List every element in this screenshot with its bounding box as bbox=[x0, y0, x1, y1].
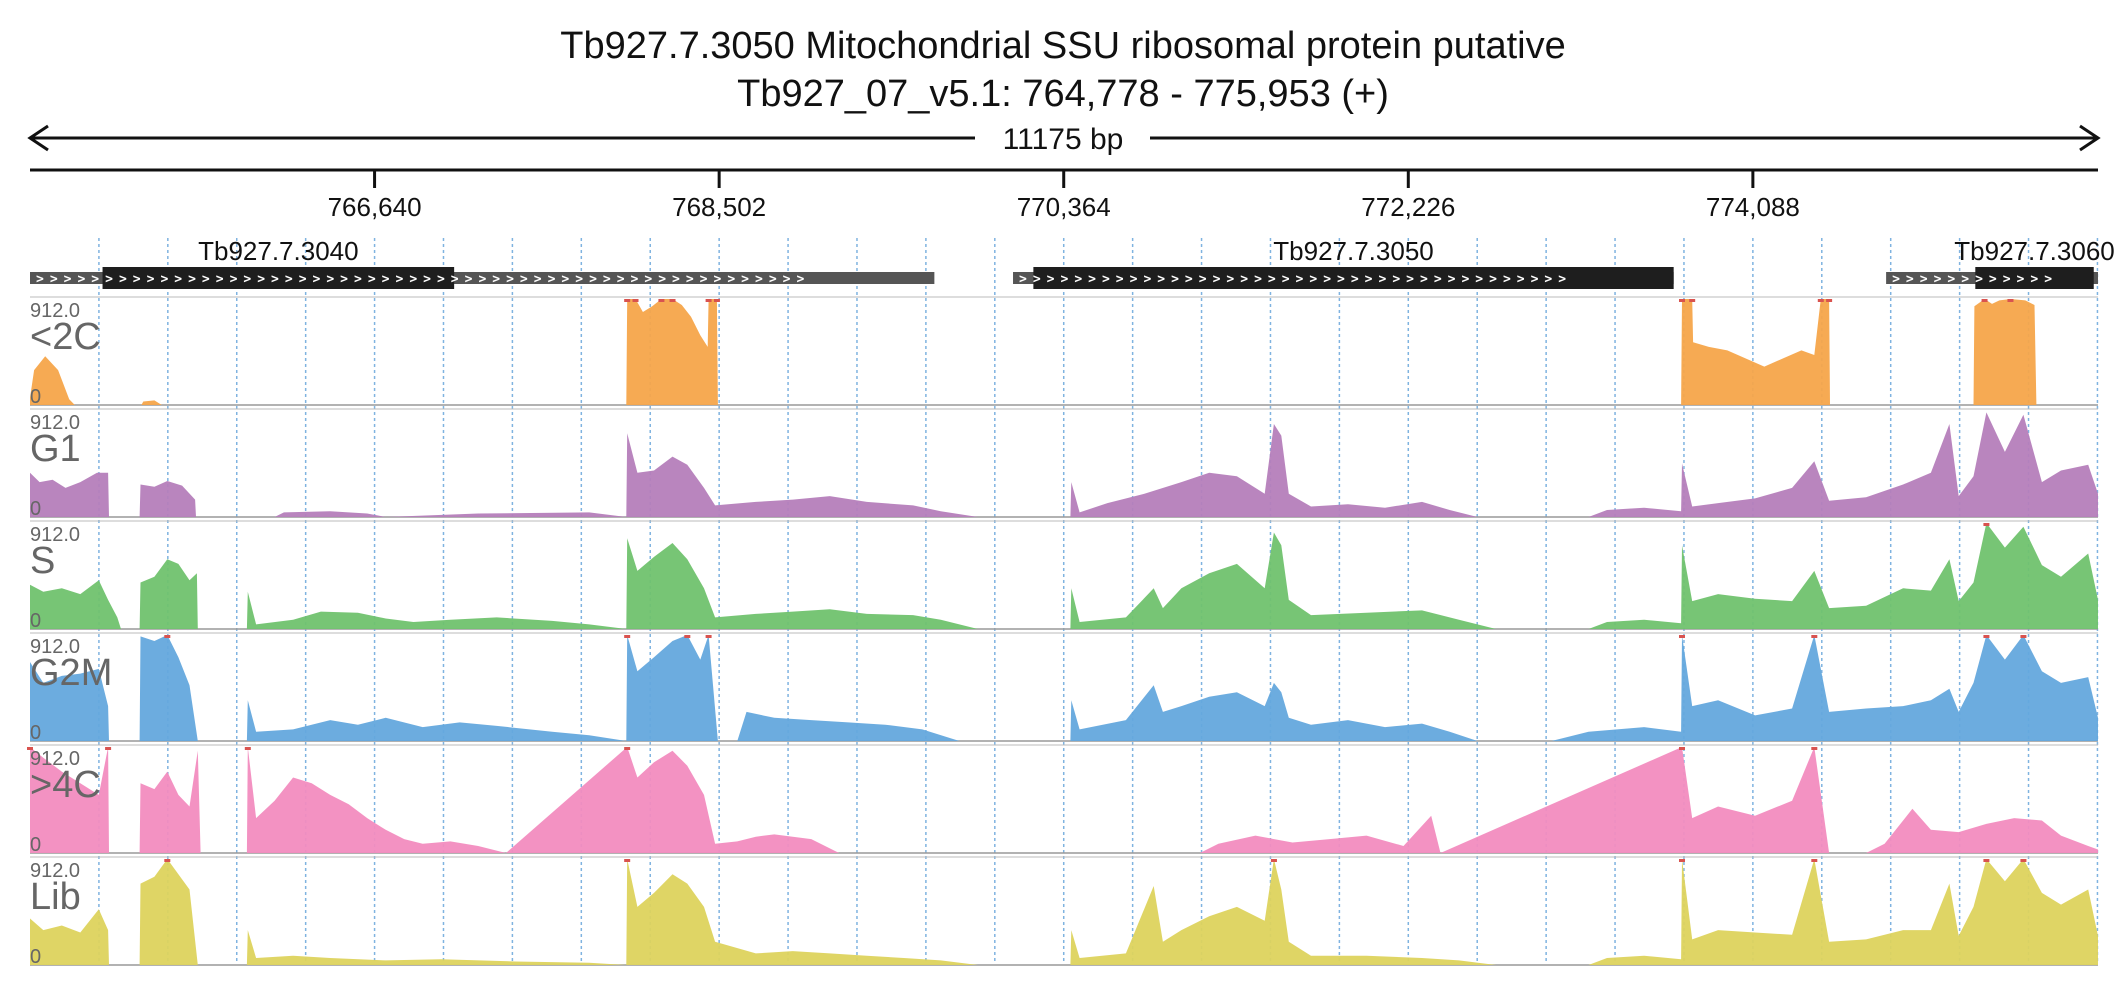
track-max-label: 912.0 bbox=[30, 748, 80, 770]
x-tick-label: 766,640 bbox=[328, 192, 422, 222]
clip-marker bbox=[1689, 299, 1696, 302]
clip-marker bbox=[705, 299, 712, 302]
track-min-label: 0 bbox=[30, 610, 41, 632]
clip-marker bbox=[2020, 635, 2027, 638]
clip-marker bbox=[1678, 859, 1685, 862]
coverage-area bbox=[30, 412, 2098, 517]
track-max-label: 912.0 bbox=[30, 860, 80, 882]
strand-chevrons: >>>>>>>>>>>>>>>>>>>>>>>>>>>>>>>>>>>>>>>> bbox=[1019, 272, 1572, 287]
clip-marker bbox=[1826, 299, 1833, 302]
coverage-area bbox=[30, 635, 2098, 741]
clip-marker bbox=[684, 635, 691, 638]
clip-marker bbox=[105, 747, 112, 750]
gene-cds-bar bbox=[102, 267, 455, 289]
clip-marker bbox=[624, 635, 631, 638]
clip-marker bbox=[1981, 299, 1988, 302]
clip-marker bbox=[2007, 299, 2014, 302]
track-min-label: 0 bbox=[30, 722, 41, 744]
clip-marker bbox=[244, 747, 251, 750]
clip-marker bbox=[1983, 523, 1990, 526]
track-name: G1 bbox=[30, 428, 81, 470]
clip-marker bbox=[1678, 299, 1685, 302]
x-tick-label: 772,226 bbox=[1361, 192, 1455, 222]
track-name: >4C bbox=[30, 764, 101, 806]
clip-marker bbox=[669, 299, 676, 302]
gene-Tb927.7.3050[interactable]: >>>>>>>>>>>>>>>>>>>>>>>>>>>>>>>>>>>>>>>>… bbox=[1013, 236, 1674, 289]
clip-marker bbox=[624, 299, 631, 302]
clip-marker bbox=[632, 299, 639, 302]
track-max-label: 912.0 bbox=[30, 300, 80, 322]
clip-marker bbox=[1983, 859, 1990, 862]
clip-marker bbox=[1811, 747, 1818, 750]
clip-marker bbox=[2020, 859, 2027, 862]
clip-marker bbox=[658, 299, 665, 302]
gene-label: Tb927.7.3040 bbox=[198, 236, 358, 266]
strand-chevrons: >>>>>>>>>>>>>>>>>>>>>>>>>>>>>>>>>>>>>>>>… bbox=[36, 272, 810, 287]
x-tick-label: 770,364 bbox=[1017, 192, 1111, 222]
clip-marker bbox=[713, 299, 720, 302]
clip-marker bbox=[1983, 635, 1990, 638]
track-min-label: 0 bbox=[30, 834, 41, 856]
gene-label: Tb927.7.3050 bbox=[1273, 236, 1433, 266]
coverage-area bbox=[30, 523, 2098, 629]
chart-title: Tb927.7.3050 Mitochondrial SSU ribosomal… bbox=[560, 25, 1565, 67]
gene-cds-bar bbox=[1033, 267, 1674, 289]
track-4C: 912.0>4C 0 bbox=[27, 744, 2098, 856]
clip-marker bbox=[1817, 299, 1824, 302]
track-max-label: 912.0 bbox=[30, 524, 80, 546]
chart-subtitle-location: Tb927_07_v5.1: 764,778 - 775,953 (+) bbox=[737, 73, 1389, 115]
clip-marker bbox=[1811, 635, 1818, 638]
track-name: <2C bbox=[30, 316, 101, 358]
track-max-label: 912.0 bbox=[30, 412, 80, 434]
gene-label: Tb927.7.3060 bbox=[1954, 236, 2114, 266]
clip-marker bbox=[1678, 747, 1685, 750]
clip-marker bbox=[624, 747, 631, 750]
clip-marker bbox=[1678, 635, 1685, 638]
strand-chevrons: >>>>>>>>>>>> bbox=[1892, 272, 2058, 287]
x-tick-label: 774,088 bbox=[1706, 192, 1800, 222]
clip-marker bbox=[705, 635, 712, 638]
track-S: 912.0S 0 bbox=[30, 520, 2098, 632]
coordinate-ticks: 766,640 768,502 770,364 772,226 774,088 bbox=[328, 170, 1800, 222]
gene-annotation-track: >>>>>>>>>>>>>>>>>>>>>>>>>>>>>>>>>>>>>>>>… bbox=[30, 236, 2115, 289]
track-min-label: 0 bbox=[30, 386, 41, 408]
clip-marker bbox=[1270, 859, 1277, 862]
track-min-label: 0 bbox=[30, 946, 41, 968]
clip-marker bbox=[164, 859, 171, 862]
track-2C: 912.0<2C 0 bbox=[30, 296, 2098, 408]
track-min-label: 0 bbox=[30, 498, 41, 520]
track-name: G2M bbox=[30, 652, 112, 694]
x-tick-label: 768,502 bbox=[672, 192, 766, 222]
clip-marker bbox=[27, 747, 33, 750]
track-name: S bbox=[30, 540, 55, 582]
track-G1: 912.0G1 0 bbox=[30, 408, 2098, 520]
coverage-area bbox=[30, 747, 2098, 853]
gene-cds-bar bbox=[1975, 267, 2094, 289]
span-length-label: 11175 bp bbox=[1003, 123, 1124, 156]
coverage-area bbox=[30, 299, 2037, 405]
coverage-tracks: 912.0<2C0912.0G10912.0S0912.0G2M0912.0>4… bbox=[27, 296, 2098, 968]
coverage-area bbox=[30, 859, 2098, 965]
gene-Tb927.7.3040[interactable]: >>>>>>>>>>>>>>>>>>>>>>>>>>>>>>>>>>>>>>>>… bbox=[30, 236, 935, 289]
track-max-label: 912.0 bbox=[30, 636, 80, 658]
span-arrow: 11175 bp bbox=[27, 123, 2101, 156]
clip-marker bbox=[164, 635, 171, 638]
clip-marker bbox=[624, 859, 631, 862]
gene-Tb927.7.3060[interactable]: >>>>>>>>>>>> Tb927.7.3060 bbox=[1886, 236, 2115, 289]
track-name: Lib bbox=[30, 876, 81, 918]
clip-marker bbox=[1811, 859, 1818, 862]
